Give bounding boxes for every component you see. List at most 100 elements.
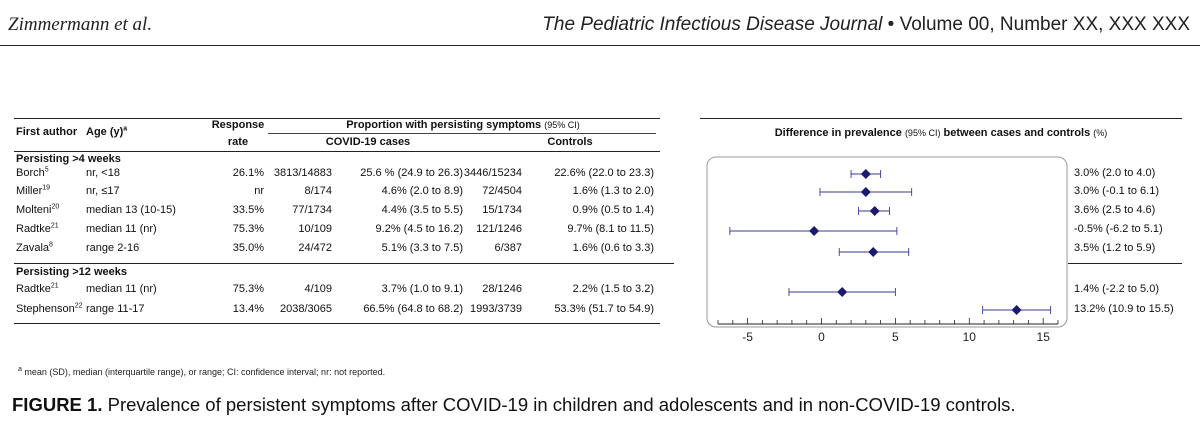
cell-controls-pct: 53.3% (51.7 to 54.9) [530, 303, 654, 315]
point-estimate-diamond [837, 287, 848, 297]
table-top-rule-right [700, 118, 1182, 119]
cell-difference-text: 1.4% (-2.2 to 5.0) [1074, 283, 1159, 295]
journal-volume: Volume 00, Number XX, XXX XXX [899, 14, 1190, 35]
running-header-authors: Zimmermann et al. [8, 14, 153, 35]
cell-author-text: Radtke [16, 283, 51, 295]
point-estimate-diamond [809, 226, 820, 236]
cell-response-rate: nr [200, 185, 264, 197]
cell-difference: -0.5% (-6.2 to 5.1) [1074, 223, 1182, 235]
table-top-rule [14, 118, 660, 119]
x-tick-label: 5 [892, 330, 899, 344]
cell-response-rate: 35.0% [200, 242, 264, 254]
cell-cases-pct-text: 4.4% (3.5 to 5.5) [381, 204, 463, 216]
reference-number: 22 [74, 302, 83, 310]
cell-controls-n-text: 28/1246 [482, 283, 522, 295]
cell-author-text: Zavala [16, 242, 50, 254]
cell-cases-pct-text: 3.7% (1.0 to 9.1) [381, 283, 463, 295]
cell-difference: 3.0% (-0.1 to 6.1) [1074, 185, 1182, 197]
cell-difference-text: 3.0% (2.0 to 4.0) [1074, 167, 1156, 179]
col-first-author: First author [16, 126, 78, 138]
cell-response-rate: 75.3% [200, 283, 264, 295]
x-tick-label: 15 [1037, 330, 1051, 344]
reference-number: 5 [44, 166, 49, 174]
cell-cases-n: 3813/14883 [268, 167, 332, 179]
cell-controls-pct: 9.7% (8.1 to 11.5) [530, 223, 654, 235]
cell-response-rate-text: nr [254, 185, 264, 197]
cell-difference: 3.0% (2.0 to 4.0) [1074, 167, 1182, 179]
cell-cases-n-text: 8/174 [304, 185, 332, 197]
cell-cases-n: 77/1734 [268, 204, 332, 216]
journal-title: The Pediatric Infectious Disease Journal [542, 14, 883, 35]
cell-controls-n: 1993/3739 [460, 303, 522, 315]
cell-author-text: Miller [16, 185, 43, 197]
header-bottom-rule [14, 151, 660, 152]
section-divider-rule-right [1068, 263, 1182, 264]
point-estimate-diamond [869, 206, 880, 216]
col-difference-rest: between cases and controls [943, 127, 1091, 139]
cell-cases-n-text: 2038/3065 [280, 303, 332, 315]
section-divider-rule [14, 263, 674, 264]
cell-response-rate-text: 35.0% [232, 242, 264, 254]
cell-author: Zavala8 [16, 241, 86, 254]
cell-difference-text: 3.5% (1.2 to 5.9) [1074, 242, 1156, 254]
caption-text: Prevalence of persistent symptoms after … [107, 394, 1016, 415]
cell-cases-n-text: 77/1734 [292, 204, 332, 216]
footnote: a mean (SD), median (interquartile range… [18, 366, 385, 377]
x-tick-label: -5 [742, 330, 753, 344]
cell-cases-n: 8/174 [268, 185, 332, 197]
col-age-sup: a [123, 125, 128, 133]
cell-cases-pct: 3.7% (1.0 to 9.1) [338, 283, 463, 295]
col-age-label: Age (y) [86, 126, 124, 138]
col-difference-unit: (%) [1093, 128, 1108, 138]
cell-controls-n: 15/1734 [460, 204, 522, 216]
cell-cases-n: 2038/3065 [268, 303, 332, 315]
cell-cases-n-text: 3813/14883 [273, 167, 332, 179]
cell-cases-pct-text: 4.6% (2.0 to 8.9) [381, 185, 463, 197]
cell-response-rate-text: 33.5% [232, 204, 264, 216]
cell-cases-pct-text: 25.6 % (24.9 to 26.3) [360, 167, 463, 179]
cell-controls-n: 121/1246 [460, 223, 522, 235]
cell-controls-pct-text: 2.2% (1.5 to 3.2) [572, 283, 654, 295]
cell-age: median 11 (nr) [86, 283, 206, 295]
cell-author: Borch5 [16, 166, 86, 179]
col-response-1: Response [211, 119, 265, 131]
plot-frame [706, 156, 1068, 328]
point-estimate-diamond [868, 247, 879, 257]
cell-difference: 13.2% (10.9 to 15.5) [1074, 303, 1182, 315]
col-cases: COVID-19 cases [325, 136, 411, 148]
cell-author: Radtke21 [16, 282, 86, 295]
cell-controls-n: 28/1246 [460, 283, 522, 295]
cell-response-rate: 33.5% [200, 204, 264, 216]
reference-number: 21 [50, 222, 59, 230]
cell-controls-n: 6/387 [460, 242, 522, 254]
cell-cases-n-text: 10/109 [298, 223, 332, 235]
cell-age: nr, <18 [86, 167, 206, 179]
cell-difference: 3.5% (1.2 to 5.9) [1074, 242, 1182, 254]
section-12-weeks: Persisting >12 weeks [16, 266, 127, 278]
point-estimate-diamond [860, 187, 871, 197]
cell-response-rate-text: 75.3% [232, 223, 264, 235]
cell-controls-n-text: 15/1734 [482, 204, 522, 216]
cell-difference: 1.4% (-2.2 to 5.0) [1074, 283, 1182, 295]
cell-controls-pct-text: 22.6% (22.0 to 23.3) [554, 167, 654, 179]
cell-response-rate: 26.1% [200, 167, 264, 179]
cell-difference-text: 13.2% (10.9 to 15.5) [1074, 303, 1174, 315]
reference-number: 19 [42, 184, 51, 192]
cell-cases-n: 24/472 [268, 242, 332, 254]
col-difference: Difference in prevalence (95% CI) betwee… [700, 127, 1182, 139]
cell-controls-n: 3446/15234 [460, 167, 522, 179]
cell-author-text: Borch [16, 167, 45, 179]
cell-cases-pct: 25.6 % (24.9 to 26.3) [338, 167, 463, 179]
cell-cases-pct: 5.1% (3.3 to 7.5) [338, 242, 463, 254]
cell-response-rate: 75.3% [200, 223, 264, 235]
cell-cases-pct-text: 9.2% (4.5 to 16.2) [375, 223, 463, 235]
table-bottom-rule [14, 323, 660, 324]
proportion-rule [268, 133, 656, 134]
cell-author-text: Stephenson [16, 303, 75, 315]
cell-controls-pct: 1.6% (0.6 to 3.3) [530, 242, 654, 254]
cell-cases-pct-text: 5.1% (3.3 to 7.5) [381, 242, 463, 254]
cell-age: median 13 (10-15) [86, 204, 206, 216]
header-rule [0, 45, 1200, 46]
reference-number: 8 [49, 241, 53, 249]
cell-controls-n-text: 3446/15234 [463, 167, 522, 179]
